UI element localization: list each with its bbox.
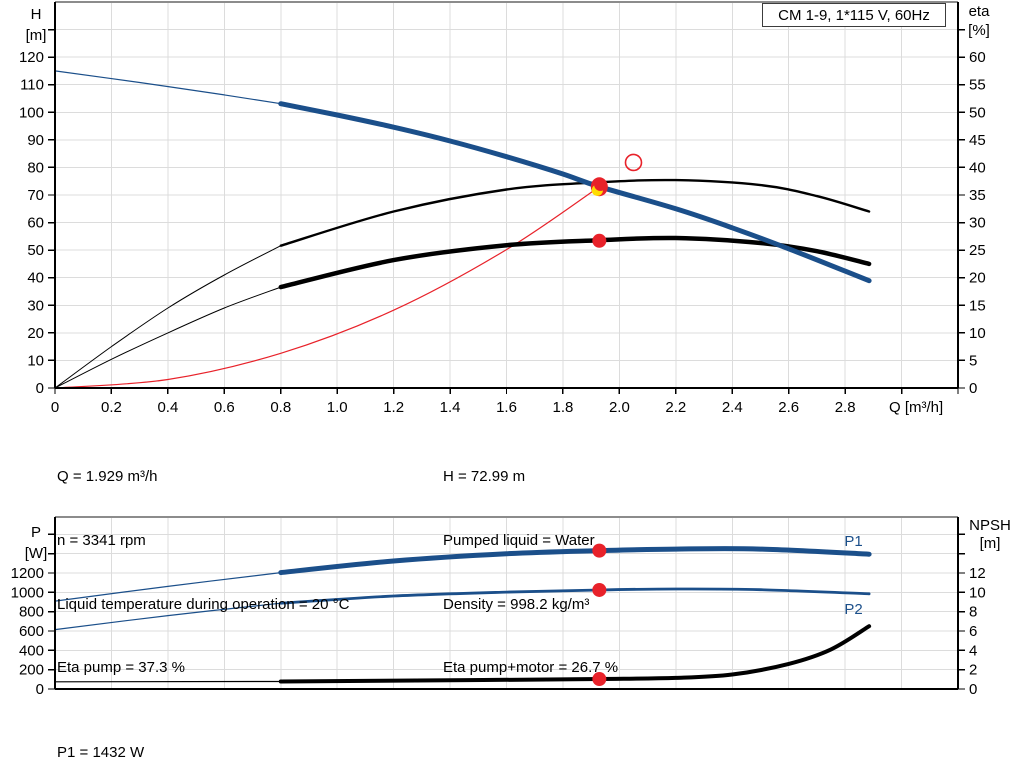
svg-text:50: 50 [27,242,44,259]
npsh-point [592,672,607,687]
h-curve-pre-curve [54,70,282,105]
svg-text:40: 40 [27,270,44,287]
svg-text:0: 0 [51,399,59,416]
info-liquid-temperature: Liquid temperature during operation = 20… [57,595,350,613]
h-curve-curve [278,101,872,284]
svg-text:0.2: 0.2 [101,399,122,416]
svg-text:15: 15 [969,297,986,314]
svg-text:20: 20 [27,325,44,342]
target-point [624,153,643,172]
svg-text:100: 100 [19,104,44,121]
svg-text:1.2: 1.2 [383,399,404,416]
svg-text:H: H [31,6,42,23]
p2-pre-curve [54,602,282,631]
svg-text:2: 2 [969,662,977,679]
svg-text:1.4: 1.4 [440,399,461,416]
svg-text:[m]: [m] [26,27,47,44]
info-speed: n = 3341 rpm [57,532,146,550]
svg-text:55: 55 [969,77,986,94]
svg-text:0.4: 0.4 [157,399,178,416]
svg-text:10: 10 [969,325,986,342]
info-density: Density = 998.2 kg/m³ [443,595,590,613]
svg-text:1200: 1200 [11,565,44,582]
info-head: H = 72.99 m [443,468,526,486]
operating-data-left: Q = 1.929 m³/h n = 3341 rpm Liquid tempe… [57,424,349,721]
pump-model-label: CM 1-9, 1*115 V, 60Hz [778,6,930,24]
svg-text:[m]: [m] [980,535,1001,552]
p1-point [592,543,607,558]
svg-text:0.6: 0.6 [214,399,235,416]
svg-text:50: 50 [969,104,986,121]
svg-text:0.8: 0.8 [270,399,291,416]
info-eta-pump-motor: Eta pump+motor = 26.7 % [443,659,619,677]
svg-text:120: 120 [19,49,44,66]
svg-text:P1: P1 [844,533,862,550]
svg-text:12: 12 [969,565,986,582]
svg-text:NPSH: NPSH [969,517,1011,534]
info-eta-pump: Eta pump = 37.3 % [57,659,185,677]
svg-text:35: 35 [969,187,986,204]
svg-text:[%]: [%] [968,22,990,39]
svg-text:2.8: 2.8 [835,399,856,416]
svg-text:400: 400 [19,642,44,659]
svg-text:60: 60 [27,215,44,232]
svg-text:P: P [31,524,41,541]
svg-text:600: 600 [19,623,44,640]
eta-motor-point [592,233,607,248]
svg-text:60: 60 [969,49,986,66]
svg-text:4: 4 [969,642,977,659]
svg-text:P2: P2 [844,601,862,618]
duty-point [590,177,608,197]
info-flow: Q = 1.929 m³/h [57,468,158,486]
svg-text:[W]: [W] [25,545,48,562]
svg-text:25: 25 [969,242,986,259]
npsh-curve [278,624,872,684]
pump-model-box: CM 1-9, 1*115 V, 60Hz [762,3,946,27]
svg-text:1.0: 1.0 [327,399,348,416]
svg-text:80: 80 [27,159,44,176]
eta-pump-pre-curve [54,245,282,389]
svg-text:1.8: 1.8 [553,399,574,416]
power-npsh-chart: P1 P2 0 200 400 600 800 1000 1200 0 2 4 6 8 10 12 P [W] NP… [11,516,1011,698]
svg-text:0: 0 [969,380,977,397]
svg-text:10: 10 [969,584,986,601]
svg-text:Q [m³/h]: Q [m³/h] [889,399,943,416]
operating-data-right: H = 72.99 m Pumped liquid = Water Densit… [443,424,618,721]
svg-text:800: 800 [19,604,44,621]
system-curve-curve [54,186,600,389]
svg-text:0: 0 [969,681,977,698]
svg-text:6: 6 [969,623,977,640]
eta-pump-motor-pre-curve [54,286,282,389]
head-capacity-chart: 0 10 20 30 40 50 60 70 80 90 100 110 120 0 5 10 15 20 25 30… [19,1,991,416]
p1-pre-curve [54,572,282,602]
svg-text:40: 40 [969,159,986,176]
svg-text:2.6: 2.6 [778,399,799,416]
svg-text:10: 10 [27,352,44,369]
svg-text:45: 45 [969,132,986,149]
svg-text:90: 90 [27,132,44,149]
svg-text:30: 30 [27,297,44,314]
svg-text:0: 0 [36,681,44,698]
svg-text:70: 70 [27,187,44,204]
p2-point [592,582,607,597]
svg-text:5: 5 [969,352,977,369]
svg-text:1000: 1000 [11,584,44,601]
info-p1: P1 = 1432 W [57,744,145,762]
svg-text:8: 8 [969,604,977,621]
svg-text:2.0: 2.0 [609,399,630,416]
svg-text:20: 20 [969,270,986,287]
svg-text:200: 200 [19,662,44,679]
svg-text:1.6: 1.6 [496,399,517,416]
info-pumped-liquid: Pumped liquid = Water [443,532,595,550]
svg-text:2.2: 2.2 [665,399,686,416]
svg-text:0: 0 [36,380,44,397]
eta-pump-curve [279,178,871,247]
operating-data-bottom: P1 = 1432 W P2 = 1025 W NPSH = 1.03 m [57,700,162,781]
svg-text:30: 30 [969,215,986,232]
svg-text:eta: eta [969,3,991,20]
svg-text:2.4: 2.4 [722,399,743,416]
eta-pump-motor-curve [278,235,872,290]
svg-text:110: 110 [20,77,44,94]
